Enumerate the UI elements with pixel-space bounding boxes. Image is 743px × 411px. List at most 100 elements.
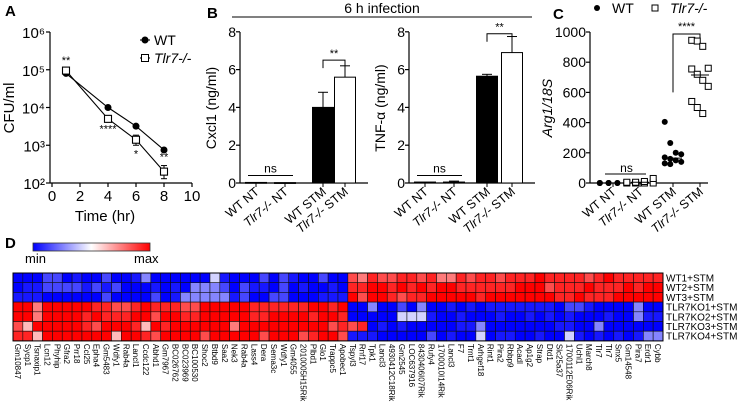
heatmap-cell <box>347 272 358 283</box>
heatmap-cell <box>121 272 132 283</box>
heatmap-cell <box>357 292 368 303</box>
heatmap-cell <box>189 311 201 322</box>
heatmap-cell <box>583 311 595 322</box>
heatmap-cell <box>318 330 329 342</box>
heatmap-cell <box>258 292 270 303</box>
heatmap-cell <box>170 321 181 332</box>
heatmap-cell <box>288 301 299 313</box>
data-point-wt <box>678 158 685 165</box>
column-label: Wdfy1 <box>111 344 120 367</box>
heatmap-cell <box>278 292 290 303</box>
legend-label-tlr7: Tlr7-/- <box>154 50 192 66</box>
heatmap-cell <box>91 272 102 283</box>
heatmap-cell <box>12 321 24 332</box>
heatmap-cell <box>160 301 171 313</box>
heatmap-cell <box>455 272 467 283</box>
heatmap-cell <box>258 282 270 293</box>
heatmap-cell <box>189 330 201 342</box>
heatmap-cell <box>318 272 329 283</box>
heatmap-cell <box>130 321 142 332</box>
heatmap-cell <box>209 330 221 342</box>
heatmap-cell <box>199 330 211 342</box>
heatmap-cell <box>130 311 142 322</box>
data-point-tlr7 <box>688 65 696 73</box>
heatmap-cell <box>239 301 250 313</box>
heatmap-cell <box>327 292 339 303</box>
y-tick-label: 800 <box>563 54 587 70</box>
heatmap-cell <box>416 292 427 303</box>
significance-label: **** <box>99 124 117 136</box>
heatmap-cell <box>524 282 536 293</box>
column-label: Pira7 <box>633 344 642 363</box>
heatmap-cell <box>130 292 142 303</box>
heatmap-cell <box>426 301 437 313</box>
heatmap-cell <box>564 311 575 322</box>
heatmap-cell <box>583 301 595 313</box>
heatmap-cell <box>258 311 270 322</box>
heatmap-cell <box>81 330 93 342</box>
heatmap-cell <box>22 321 33 332</box>
data-point-wt <box>667 139 674 146</box>
heatmap-cell <box>426 321 437 332</box>
heatmap-cell <box>111 321 122 332</box>
heatmap-cell <box>475 282 487 293</box>
heatmap-cell <box>101 272 112 283</box>
heatmap-cell <box>485 272 496 283</box>
column-label: Ccdc122 <box>141 344 150 376</box>
heatmap-cell <box>446 321 457 332</box>
heatmap-cell <box>52 321 63 332</box>
data-point-tlr7 <box>640 177 648 185</box>
heatmap-cell <box>416 311 427 322</box>
colorbar-max-label: max <box>134 251 159 266</box>
series-line-0 <box>65 72 165 151</box>
heatmap-cell <box>465 311 477 322</box>
heatmap-cell <box>534 282 546 293</box>
heatmap-cell <box>436 311 447 322</box>
column-label: Sycp1 <box>23 344 32 367</box>
heatmap-cell <box>278 321 290 332</box>
column-label: Gm10847 <box>13 344 22 380</box>
heatmap-cell <box>377 272 388 283</box>
heatmap-cell <box>485 321 496 332</box>
bar <box>312 106 334 184</box>
heatmap-cell <box>288 292 299 303</box>
column-label: BC023969 <box>180 344 189 382</box>
data-point-tlr7 <box>131 135 141 144</box>
heatmap-cell <box>121 311 132 322</box>
heatmap-cell <box>12 330 24 342</box>
heatmap-cell <box>396 282 408 293</box>
heatmap-cell <box>357 321 368 332</box>
bar-chart-tnf-α: 0 2 4 6 8 TNF-α (ng/ml) ns ** <box>372 22 535 191</box>
data-point-tlr7 <box>103 114 113 123</box>
x-axis-label: Time (hr) <box>75 208 135 225</box>
heatmap-cell <box>258 321 270 332</box>
legend-marker-wt <box>141 36 149 44</box>
data-point-tlr7 <box>61 66 71 75</box>
data-point-wt <box>661 118 668 125</box>
column-label: Epha4 <box>92 344 101 368</box>
heatmap-cell <box>189 292 201 303</box>
heatmap-cell <box>377 311 388 322</box>
heatmap-cell <box>229 282 240 293</box>
heatmap-cell <box>643 272 654 283</box>
heatmap-cell <box>42 330 53 342</box>
heatmap-cell <box>61 321 73 332</box>
heatmap-cell <box>643 282 654 293</box>
column-label: Arhgef18 <box>476 344 485 377</box>
y-tick-label: 0 <box>578 175 586 191</box>
heatmap-cell <box>22 311 33 322</box>
heatmap-cell <box>495 311 506 322</box>
heatmap-cell <box>593 330 605 342</box>
heatmap-cell <box>121 301 132 313</box>
heatmap-cell <box>209 292 221 303</box>
heatmap: min maxWT1+STMWT2+STMWT3+STMTLR7KO1+STMTL… <box>12 242 737 402</box>
heatmap-cell <box>534 321 546 332</box>
heatmap-cell <box>613 321 624 332</box>
column-label: Gm14548 <box>624 344 633 380</box>
heatmap-cell <box>160 330 171 342</box>
heatmap-cell <box>475 330 487 342</box>
heatmap-cell <box>347 330 358 342</box>
heatmap-cell <box>347 301 358 313</box>
heatmap-cell <box>347 292 358 303</box>
heatmap-cell <box>337 272 349 283</box>
